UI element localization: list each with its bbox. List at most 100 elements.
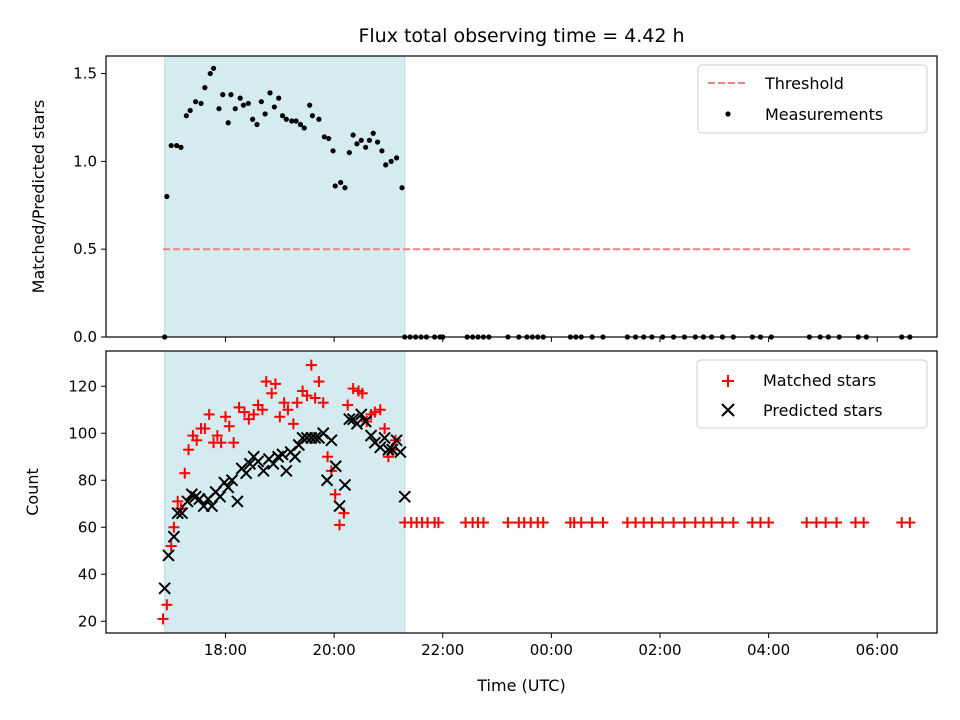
- measurement-point: [254, 121, 260, 128]
- y-tick-label: 1.0: [73, 152, 97, 170]
- measurement-point: [279, 113, 286, 119]
- x-tick-label: 06:00: [856, 641, 899, 659]
- matched-star-point: [269, 378, 281, 390]
- legend-measurements-swatch: [725, 111, 731, 117]
- x-tick-label: 18:00: [204, 641, 247, 659]
- matched-star-point: [215, 437, 227, 449]
- measurement-point: [220, 92, 226, 98]
- matched-star-point: [379, 423, 391, 435]
- matched-star-point: [278, 397, 290, 409]
- matched-star-point: [537, 517, 549, 529]
- bottom-y-axis-label: Count: [23, 468, 42, 516]
- matched-star-point: [727, 517, 739, 529]
- bottom-axes-frame: [105, 350, 938, 634]
- legend-matched-swatch: [722, 375, 734, 387]
- predicted-star-point: [288, 450, 302, 463]
- matched-star-point: [342, 399, 354, 411]
- measurement-point: [250, 116, 256, 122]
- matched-star-point: [432, 517, 444, 529]
- matched-star-point: [356, 387, 368, 399]
- measurement-point: [289, 118, 295, 124]
- x-tick-label: 20:00: [313, 641, 356, 659]
- matched-star-point: [248, 408, 260, 420]
- matched-star-point: [374, 404, 386, 416]
- measurement-point: [366, 137, 373, 143]
- measurement-point: [350, 132, 356, 138]
- matched-stars-series: [157, 359, 916, 625]
- measurement-point: [237, 95, 243, 101]
- measurement-point: [271, 104, 277, 110]
- measurement-point: [202, 85, 208, 91]
- measurement-point: [232, 106, 238, 112]
- matched-star-point: [369, 406, 381, 418]
- matched-star-point: [256, 404, 268, 416]
- matched-star-point: [347, 383, 359, 395]
- matched-star-point: [199, 423, 211, 435]
- measurement-point: [374, 139, 381, 145]
- measurement-point: [174, 142, 180, 149]
- measurement-point: [316, 116, 322, 122]
- matched-star-point: [203, 408, 215, 420]
- predicted-star-point: [167, 530, 181, 543]
- y-tick-label: 80: [78, 471, 97, 489]
- top-observing-window: [164, 55, 406, 338]
- legend-predicted-swatch: [721, 403, 735, 417]
- predicted-star-point: [390, 434, 403, 447]
- predicted-star-point: [329, 459, 342, 473]
- predicted-star-point: [171, 506, 184, 520]
- matched-star-point: [317, 397, 329, 409]
- matched-star-point: [313, 376, 325, 388]
- predicted-star-point: [333, 499, 346, 513]
- predicted-star-point: [398, 490, 411, 503]
- measurement-point: [245, 100, 251, 107]
- predicted-star-point: [181, 495, 194, 508]
- x-tick-label: 00:00: [530, 641, 573, 659]
- top-axes-frame: [105, 55, 938, 338]
- measurement-point: [342, 185, 348, 191]
- matched-star-point: [334, 519, 346, 531]
- legend-predicted-label: Predicted stars: [763, 401, 883, 420]
- matched-star-point: [329, 488, 341, 500]
- measurement-point: [321, 134, 327, 140]
- matched-star-point: [274, 411, 286, 423]
- matched-star-point: [810, 517, 822, 529]
- legend-measurements-label: Measurements: [765, 105, 883, 124]
- bottom-legend: Matched stars Predicted stars: [696, 359, 928, 429]
- predicted-star-point: [221, 481, 235, 494]
- predicted-star-point: [359, 415, 372, 428]
- measurement-point: [379, 148, 385, 154]
- matched-star-point: [168, 521, 180, 533]
- bottom-panel: 20 40 60 80 100 120 18:00 20:00 22:00 00:00 02:00…: [23, 350, 938, 695]
- y-tick-label: 0.5: [73, 240, 97, 258]
- predicted-star-point: [239, 466, 253, 480]
- top-panel: 0.0 0.5 1.0 1.5 Matched/Predicted stars Thr…: [29, 55, 938, 346]
- predicted-star-point: [225, 474, 239, 487]
- predicted-star-point: [325, 434, 338, 447]
- measurement-point: [262, 111, 268, 117]
- measurement-point: [168, 142, 174, 149]
- predicted-star-point: [280, 464, 293, 478]
- matched-star-point: [223, 420, 235, 432]
- predicted-star-point: [338, 478, 352, 492]
- measurement-point: [198, 100, 204, 107]
- matched-star-point: [243, 413, 255, 425]
- measurement-point: [164, 193, 170, 200]
- matched-star-point: [219, 411, 231, 423]
- matched-star-point: [179, 467, 191, 479]
- predicted-star-point: [243, 457, 257, 471]
- matched-star-point: [716, 517, 728, 529]
- matched-star-point: [161, 599, 173, 611]
- predicted-star-point: [394, 445, 407, 459]
- matched-star-point: [477, 517, 489, 529]
- y-tick-label: 120: [68, 377, 97, 395]
- matched-star-point: [211, 430, 223, 442]
- measurement-point: [183, 113, 189, 119]
- y-tick-label: 1.5: [73, 65, 97, 83]
- measurement-point: [354, 141, 360, 147]
- measurement-point: [326, 135, 332, 142]
- top-legend: Threshold Measurements: [697, 64, 928, 134]
- predicted-star-point: [231, 495, 244, 508]
- measurement-point: [338, 179, 344, 186]
- predicted-star-point: [364, 429, 378, 442]
